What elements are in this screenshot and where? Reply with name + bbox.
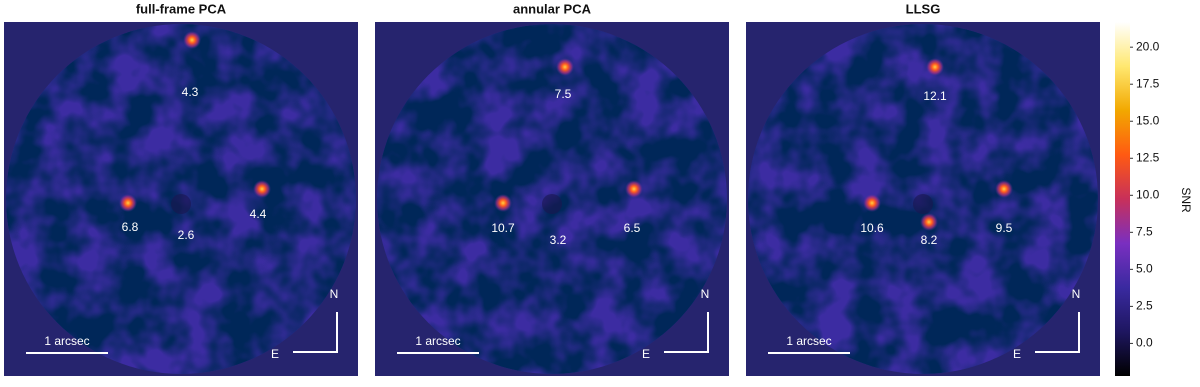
companion-spot: [494, 194, 512, 212]
mask: [913, 194, 933, 214]
snr-label: 8.2: [921, 233, 938, 247]
colorbar-tick-label: 15.0: [1136, 113, 1160, 127]
compass: [293, 312, 338, 353]
companion-spot: [253, 180, 271, 198]
panel: 4.3 6.8 2.6 4.4 1 arcsec N E: [4, 22, 358, 376]
compass-north: N: [330, 287, 339, 301]
snr-label: 10.6: [860, 221, 884, 235]
snr-label: 7.5: [555, 87, 572, 101]
colorbar-tick-label: 0.0: [1136, 336, 1153, 350]
snr-label: 9.5: [996, 221, 1013, 235]
snr-label: 2.6: [178, 228, 195, 242]
snr-label: 6.8: [122, 220, 139, 234]
colorbar-tick-label: 2.5: [1136, 299, 1153, 313]
colorbar-tick-label: 12.5: [1136, 150, 1160, 164]
compass-north: N: [701, 287, 710, 301]
colorbar-tick-label: 10.0: [1136, 187, 1160, 201]
companion-spot: [119, 194, 137, 212]
colorbar-label: SNR: [1179, 187, 1193, 213]
snr-label: 4.4: [250, 207, 267, 221]
colorbar: [1115, 22, 1130, 376]
panel-title: annular PCA: [513, 1, 592, 16]
panel-title: LLSG: [906, 1, 941, 16]
snr-label: 6.5: [624, 221, 641, 235]
companion-spot: [926, 58, 944, 76]
compass: [1035, 312, 1080, 353]
scale-bar-label: 1 arcsec: [786, 334, 831, 348]
companion-spot: [625, 180, 643, 198]
companion-spot: [183, 31, 201, 49]
colorbar-tick-label: 5.0: [1136, 262, 1153, 276]
panel-title: full-frame PCA: [136, 1, 227, 16]
snr-label: 4.3: [182, 85, 199, 99]
compass-east: E: [1013, 347, 1021, 361]
companion-spot: [863, 194, 881, 212]
colorbar-tick-label: 20.0: [1136, 39, 1160, 53]
snr-label: 10.7: [491, 221, 515, 235]
mask: [542, 194, 562, 214]
compass: [664, 312, 709, 353]
snr-label: 3.2: [550, 233, 567, 247]
colorbar-tick-label: 7.5: [1136, 224, 1153, 238]
snr-label: 12.1: [923, 89, 947, 103]
companion-spot: [556, 58, 574, 76]
compass-east: E: [271, 347, 279, 361]
colorbar-tick-label: 17.5: [1136, 76, 1160, 90]
compass-north: N: [1072, 287, 1081, 301]
companion-spot: [995, 180, 1013, 198]
compass-east: E: [642, 347, 650, 361]
scale-bar-label: 1 arcsec: [44, 334, 89, 348]
mask: [171, 194, 191, 214]
scale-bar-label: 1 arcsec: [415, 334, 460, 348]
panel: 7.5 10.7 3.2 6.5 1 arcsec N E: [375, 22, 729, 376]
companion-spot: [920, 213, 938, 231]
panel: 12.1 10.6 8.2 9.5 1 arcsec N E: [746, 22, 1100, 376]
